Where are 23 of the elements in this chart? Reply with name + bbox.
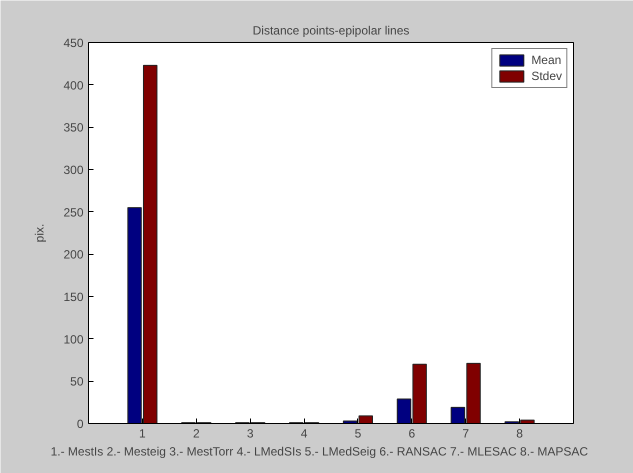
x-tick-label: 8 [516, 426, 524, 440]
y-tick-label: 350 [63, 120, 84, 135]
x-tick-label: 7 [462, 426, 470, 440]
x-tick-label: 6 [408, 426, 416, 440]
x-axis-title: 1.- MestIs 2.- Mesteig 3.- MestTorr 4.- LMedSIs 5.- LMedSeig 6.- RANSAC 7.- MLESAC 8.- MAPSAC [50, 444, 588, 458]
legend-label: Stdev [531, 69, 562, 83]
chart-title: Distance points-epipolar lines [252, 24, 410, 38]
x-tick-label: 4 [300, 426, 308, 440]
y-tick-label: 450 [63, 36, 84, 50]
y-tick-label: 150 [63, 290, 84, 304]
x-tick-label: 5 [354, 426, 362, 440]
y-tick-label: 400 [63, 78, 84, 92]
y-tick-label: 200 [63, 248, 84, 262]
y-tick-label: 0 [76, 417, 84, 431]
y-tick-label: 100 [63, 332, 84, 346]
legend-label: Mean [531, 53, 562, 67]
x-tick-label: 3 [246, 426, 254, 440]
y-tick-label: 250 [63, 205, 84, 220]
y-tick-label: 50 [70, 374, 84, 389]
y-tick-label: 300 [63, 163, 84, 177]
y-axis-title: pix. [32, 224, 46, 242]
x-tick-label: 1 [139, 426, 146, 440]
x-tick-label: 2 [192, 426, 200, 440]
